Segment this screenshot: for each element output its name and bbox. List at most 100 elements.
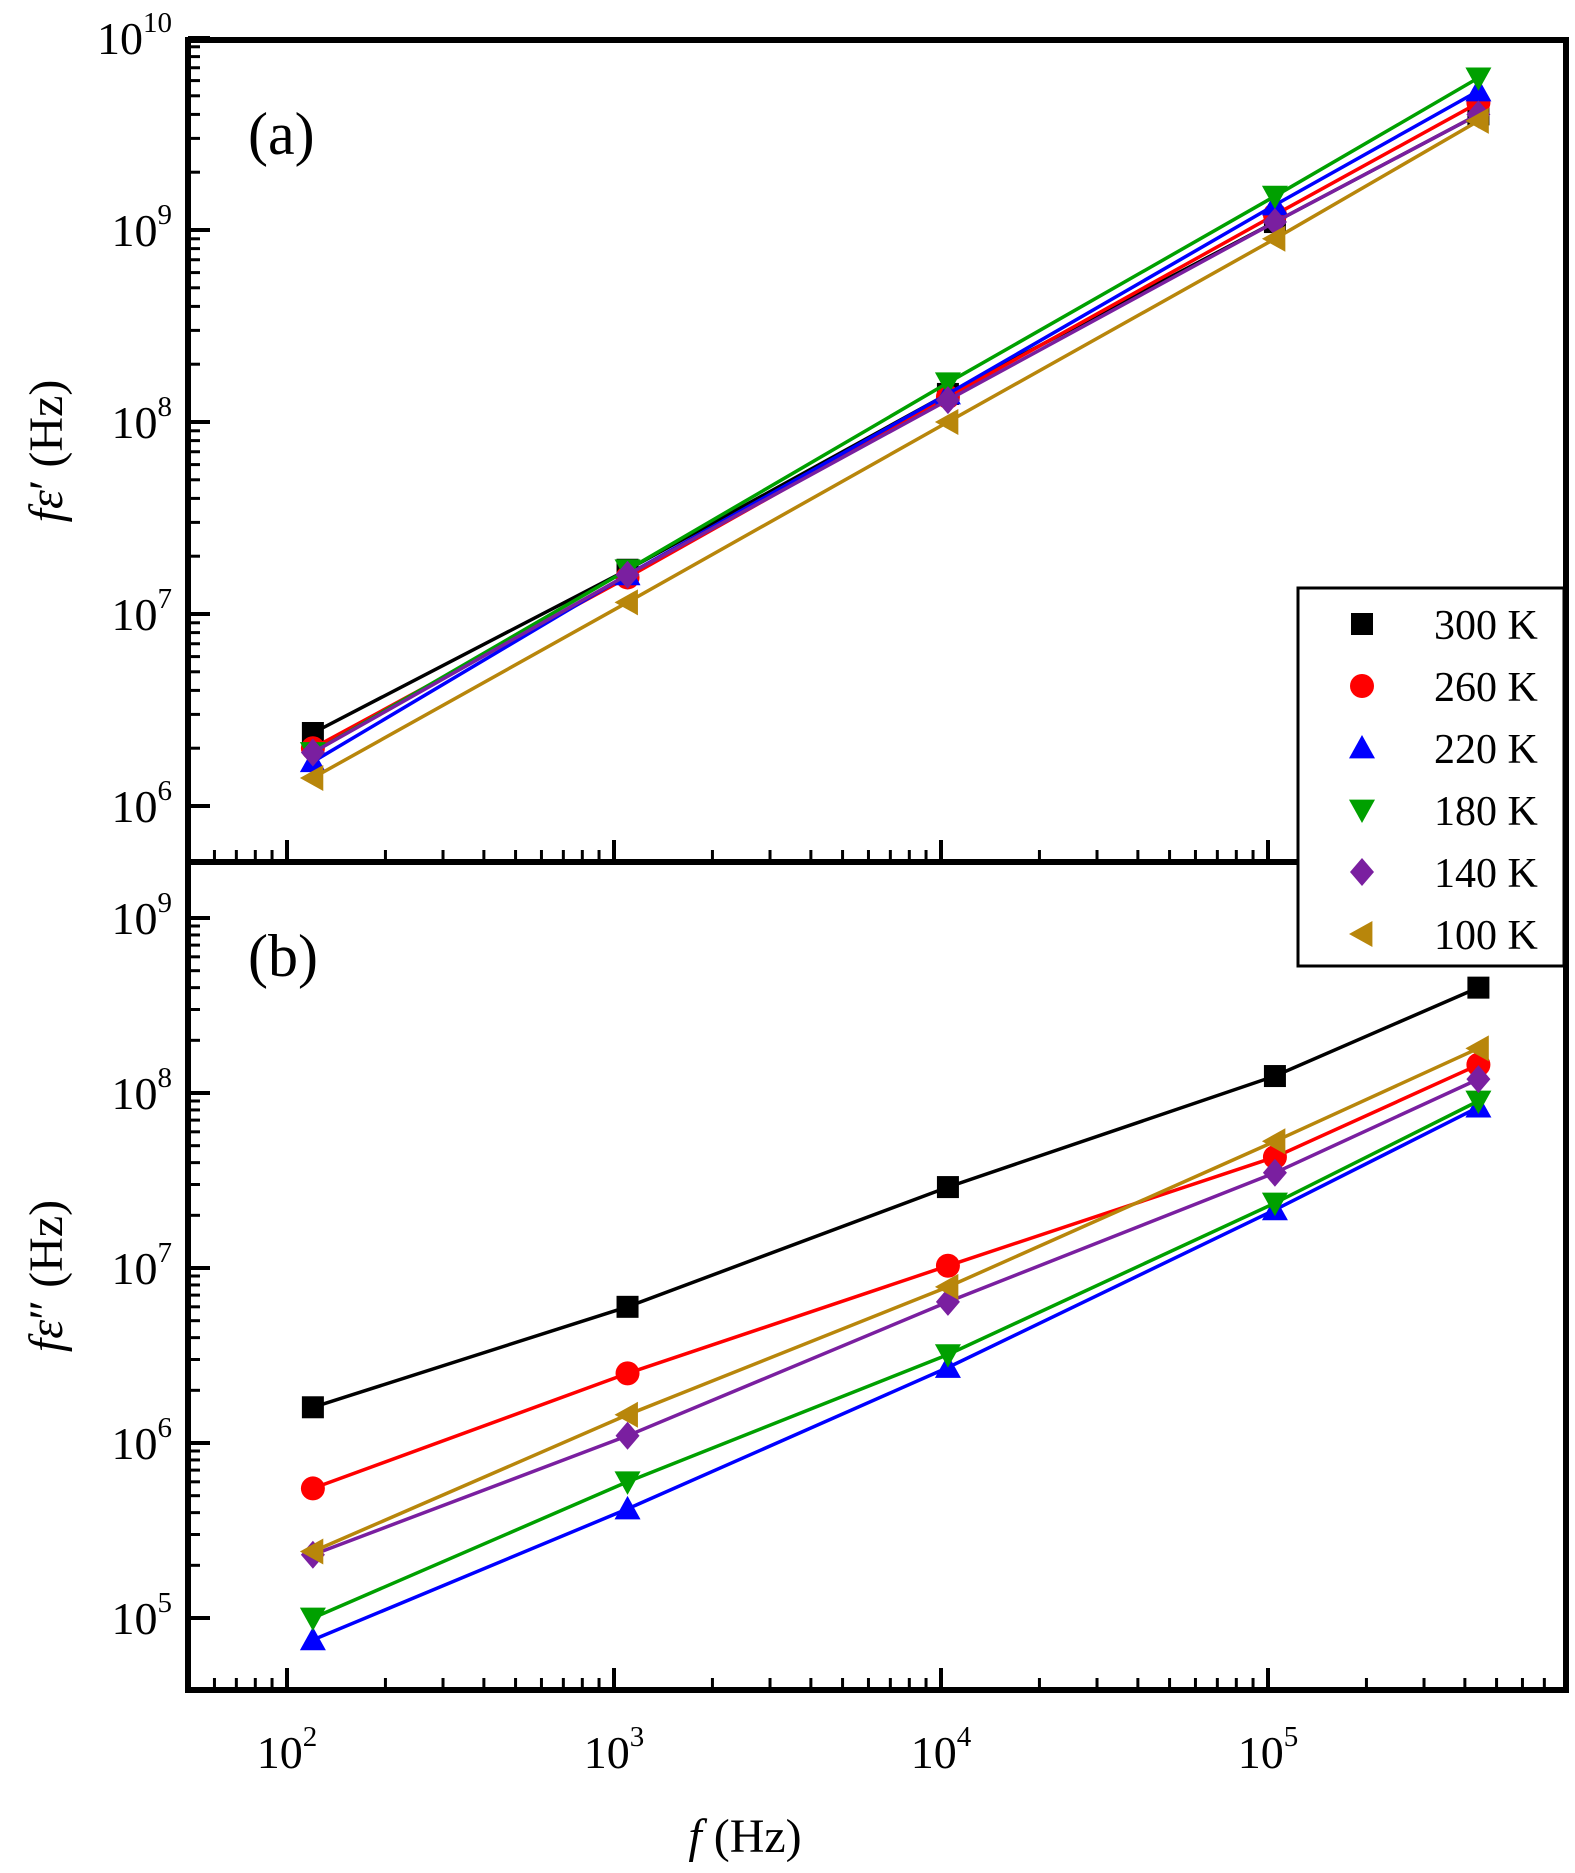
y-axis-label: fε″ (Hz) — [20, 1200, 73, 1352]
data-point — [300, 1476, 325, 1501]
y-label-prime: ″ — [20, 1300, 73, 1320]
data-point — [299, 1538, 324, 1565]
y-label-epsilon: ε — [20, 490, 73, 509]
y-label-unit: (Hz) — [20, 1200, 73, 1300]
y-tick-exponent: 6 — [158, 775, 173, 807]
legend-marker — [1350, 674, 1374, 698]
series-300-k — [301, 976, 1490, 1419]
legend-box — [1296, 586, 1566, 968]
y-tick-base: 10 — [112, 397, 158, 448]
legend-item-260-k: 260 K — [1350, 665, 1538, 711]
series-180-k — [299, 1090, 1492, 1631]
data-point — [935, 1253, 960, 1278]
y-tick-base: 10 — [112, 781, 158, 832]
data-point — [934, 409, 959, 435]
x-tick-exponent: 4 — [957, 1721, 972, 1753]
data-point — [1261, 225, 1286, 252]
x-tick-base: 10 — [257, 1727, 303, 1778]
y-tick-label: 108 — [112, 391, 173, 448]
data-point — [1467, 976, 1490, 999]
panel-label: (a) — [248, 101, 315, 167]
y-tick-base: 10 — [112, 1243, 158, 1294]
y-tick-exponent: 8 — [158, 391, 173, 423]
legend-marker — [1351, 613, 1373, 635]
data-point — [615, 1421, 640, 1450]
data-point — [615, 560, 640, 589]
legend-item-100-k: 100 K — [1349, 913, 1538, 959]
series-line — [312, 1077, 1480, 1557]
series-100-k — [299, 107, 1489, 791]
y-tick-label: 105 — [112, 1587, 173, 1644]
y-tick-exponent: 8 — [158, 1062, 173, 1094]
data-point — [614, 1401, 638, 1428]
data-point — [299, 764, 324, 791]
series-line — [312, 985, 1480, 1409]
legend-label: 300 K — [1434, 603, 1538, 649]
x-tick-label: 102 — [257, 1721, 318, 1778]
data-point — [614, 1471, 641, 1495]
x-tick-exponent: 5 — [1284, 1721, 1299, 1753]
x-tick-base: 10 — [1238, 1727, 1284, 1778]
series-260-k — [300, 1052, 1491, 1501]
y-tick-base: 10 — [112, 205, 158, 256]
y-tick-base: 10 — [112, 1068, 158, 1119]
y-tick-exponent: 9 — [158, 199, 173, 231]
data-point — [614, 589, 638, 616]
plot-frame — [185, 859, 1569, 1693]
legend-item-180-k: 180 K — [1349, 789, 1538, 835]
data-point — [300, 738, 325, 767]
data-point — [615, 1361, 640, 1386]
legend-marker — [1349, 735, 1375, 759]
y-tick-label: 1010 — [97, 7, 172, 64]
data-point — [1466, 1065, 1491, 1094]
data-point — [1261, 1128, 1286, 1155]
legend-label: 140 K — [1434, 851, 1538, 897]
data-point — [301, 1396, 324, 1419]
y-tick-label: 107 — [112, 1237, 173, 1294]
legend: 300 K 260 K 220 K 180 K 140 K 100 K — [1296, 586, 1566, 968]
series-100-k — [299, 1035, 1489, 1565]
data-point — [934, 1344, 961, 1368]
y-tick-base: 10 — [112, 1593, 158, 1644]
x-label-unit: (Hz) — [702, 1810, 802, 1863]
x-tick-exponent: 3 — [630, 1721, 645, 1753]
y-tick-base: 10 — [97, 13, 143, 64]
y-tick-label: 106 — [112, 775, 173, 832]
data-point — [1261, 1192, 1288, 1217]
y-tick-label: 106 — [112, 1412, 173, 1469]
data-point — [1465, 107, 1489, 134]
y-tick-exponent: 7 — [158, 583, 173, 615]
x-ticks — [212, 1668, 1546, 1690]
y-tick-base: 10 — [112, 1418, 158, 1469]
legend-marker — [1350, 858, 1374, 886]
y-tick-label: 107 — [112, 583, 173, 640]
legend-marker — [1349, 799, 1375, 823]
y-tick-label: 109 — [112, 199, 173, 256]
legend-label: 100 K — [1434, 913, 1538, 959]
legend-label: 260 K — [1434, 665, 1538, 711]
series-line — [312, 1046, 1480, 1554]
data-point — [936, 1176, 959, 1199]
y-tick-label: 108 — [112, 1062, 173, 1119]
data-point — [1465, 67, 1492, 91]
y-label-epsilon: ε — [20, 1320, 73, 1339]
legend-item-300-k: 300 K — [1351, 603, 1538, 649]
y-tick-exponent: 9 — [158, 887, 173, 919]
data-point — [1465, 1035, 1489, 1062]
x-tick-base: 10 — [584, 1727, 630, 1778]
data-point — [935, 386, 960, 415]
legend-item-220-k: 220 K — [1349, 727, 1538, 773]
series-220-k — [299, 1094, 1492, 1651]
data-point — [616, 1295, 639, 1318]
y-tick-base: 10 — [112, 893, 158, 944]
y-tick-exponent: 7 — [158, 1237, 173, 1269]
series-line — [312, 1099, 1480, 1620]
legend-label: 220 K — [1434, 727, 1538, 773]
x-tick-label: 104 — [911, 1721, 972, 1778]
legend-item-140-k: 140 K — [1350, 851, 1538, 897]
